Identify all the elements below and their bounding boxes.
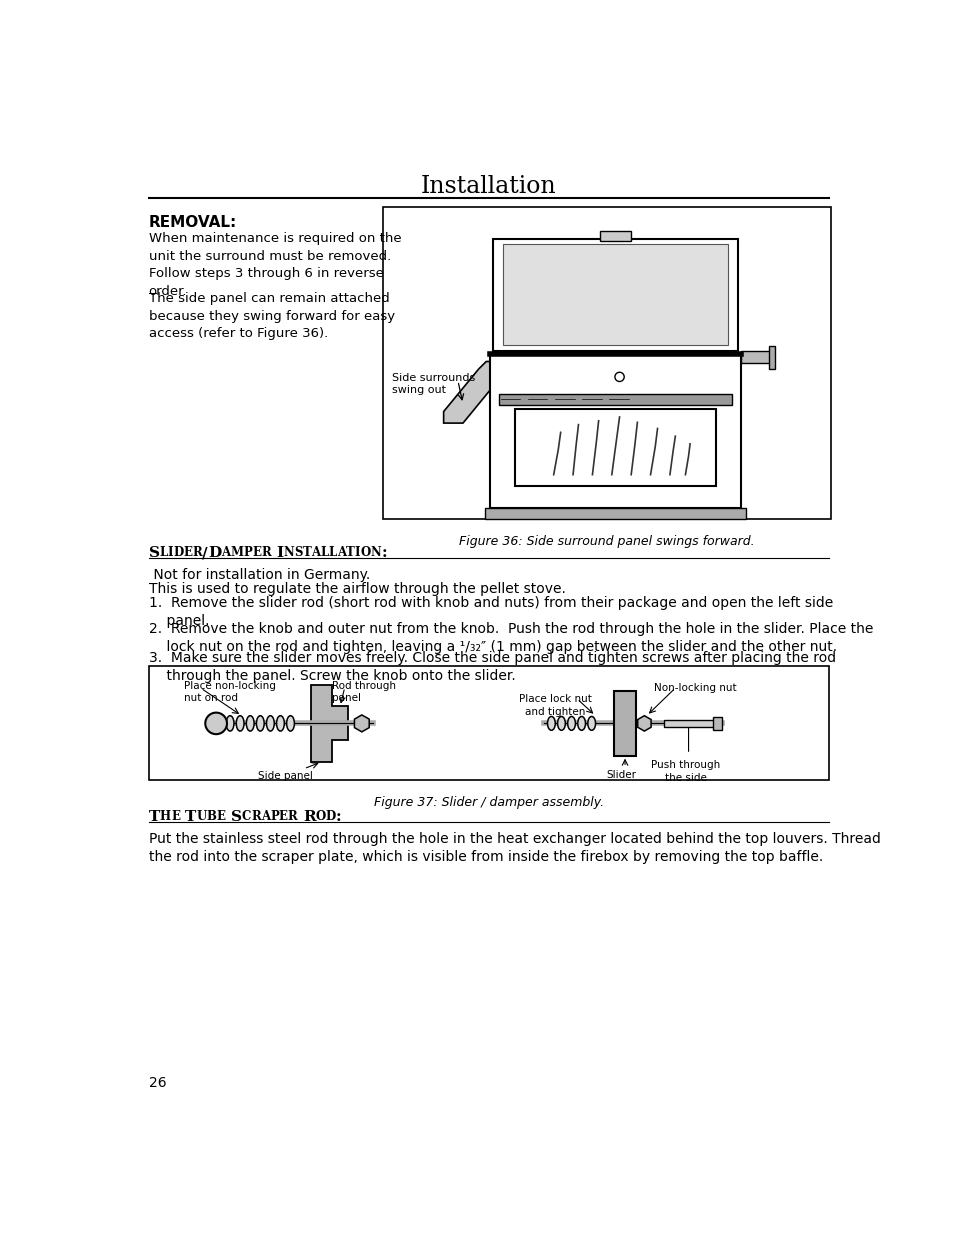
Text: O: O xyxy=(360,546,370,559)
Text: Side surrounds
swing out: Side surrounds swing out xyxy=(392,373,475,395)
Bar xyxy=(149,667,828,781)
Bar xyxy=(499,394,731,405)
Text: T: T xyxy=(302,546,311,559)
Text: Place lock nut
and tighten: Place lock nut and tighten xyxy=(518,694,591,716)
Ellipse shape xyxy=(256,716,264,731)
Text: P: P xyxy=(270,810,278,824)
Text: C: C xyxy=(242,810,251,824)
Ellipse shape xyxy=(567,716,575,730)
Text: When maintenance is required on the
unit the surround must be removed.
Follow st: When maintenance is required on the unit… xyxy=(149,232,401,298)
Text: D: D xyxy=(173,546,184,559)
Polygon shape xyxy=(443,362,503,424)
Ellipse shape xyxy=(276,716,284,731)
Text: T: T xyxy=(346,546,355,559)
Text: Figure 36: Side surround panel swings forward.: Figure 36: Side surround panel swings fo… xyxy=(458,535,754,548)
Text: D: D xyxy=(208,546,221,561)
Text: REMOVAL:: REMOVAL: xyxy=(149,215,236,230)
Text: Rod through
panel: Rod through panel xyxy=(332,680,395,704)
Text: E: E xyxy=(171,810,180,824)
Text: N: N xyxy=(283,546,294,559)
Bar xyxy=(599,231,631,241)
Text: Push through
the side: Push through the side xyxy=(650,761,720,783)
Bar xyxy=(490,353,740,508)
Bar xyxy=(382,207,830,520)
Text: L: L xyxy=(159,546,168,559)
Text: Figure 37: Slider / damper assembly.: Figure 37: Slider / damper assembly. xyxy=(374,795,603,809)
Text: U: U xyxy=(196,810,207,824)
Text: R: R xyxy=(251,810,261,824)
Text: 3.  Make sure the slider moves freely. Close the side panel and tighten screws a: 3. Make sure the slider moves freely. Cl… xyxy=(149,651,835,683)
Bar xyxy=(768,346,775,369)
Text: T: T xyxy=(149,810,160,825)
Text: R: R xyxy=(193,546,202,559)
Bar xyxy=(712,718,721,730)
Text: S: S xyxy=(149,546,159,561)
Text: :: : xyxy=(381,546,387,561)
Ellipse shape xyxy=(266,716,274,731)
Text: A: A xyxy=(261,810,270,824)
Circle shape xyxy=(205,713,227,734)
Text: D: D xyxy=(326,810,335,824)
Text: H: H xyxy=(160,810,171,824)
Bar xyxy=(493,240,738,351)
Text: L: L xyxy=(329,546,336,559)
Text: O: O xyxy=(315,810,326,824)
Text: I: I xyxy=(355,546,360,559)
Bar xyxy=(740,351,770,363)
Text: 2.  Remove the knob and outer nut from the knob.  Push the rod through the hole : 2. Remove the knob and outer nut from th… xyxy=(149,621,872,653)
Polygon shape xyxy=(311,685,348,762)
Text: Installation: Installation xyxy=(420,175,557,198)
Text: S: S xyxy=(231,810,242,825)
Bar xyxy=(663,720,714,727)
Text: The side panel can remain attached
because they swing forward for easy
access (r: The side panel can remain attached becau… xyxy=(149,293,395,340)
Text: :: : xyxy=(335,810,341,825)
Bar xyxy=(515,409,716,487)
Text: Put the stainless steel rod through the hole in the heat exchanger located behin: Put the stainless steel rod through the … xyxy=(149,832,880,864)
Bar xyxy=(503,245,727,345)
Polygon shape xyxy=(637,716,650,731)
Text: T: T xyxy=(185,810,196,825)
Ellipse shape xyxy=(547,716,555,730)
Text: E: E xyxy=(278,810,288,824)
Bar xyxy=(614,692,636,756)
Text: L: L xyxy=(320,546,329,559)
Ellipse shape xyxy=(286,716,294,731)
Text: E: E xyxy=(216,810,226,824)
Circle shape xyxy=(615,372,623,382)
Text: This is used to regulate the airflow through the pellet stove.: This is used to regulate the airflow thr… xyxy=(149,582,565,595)
Text: E: E xyxy=(184,546,193,559)
Text: E: E xyxy=(252,546,261,559)
Text: Place non-locking
nut on rod: Place non-locking nut on rod xyxy=(183,680,275,704)
Ellipse shape xyxy=(236,716,244,731)
Ellipse shape xyxy=(226,716,233,731)
Ellipse shape xyxy=(557,716,565,730)
Ellipse shape xyxy=(578,716,585,730)
Text: R: R xyxy=(261,546,271,559)
Polygon shape xyxy=(355,715,369,732)
Text: M: M xyxy=(231,546,243,559)
Text: A: A xyxy=(336,546,346,559)
Text: A: A xyxy=(311,546,320,559)
Text: 26: 26 xyxy=(149,1076,166,1091)
Text: A: A xyxy=(221,546,231,559)
Text: S: S xyxy=(294,546,302,559)
Text: I: I xyxy=(276,546,283,561)
Text: 1.  Remove the slider rod (short rod with knob and nuts) from their package and : 1. Remove the slider rod (short rod with… xyxy=(149,595,832,627)
Text: B: B xyxy=(207,810,216,824)
Text: I: I xyxy=(168,546,173,559)
Text: Side panel: Side panel xyxy=(258,771,313,781)
Text: R: R xyxy=(303,810,315,825)
Text: Non-locking nut: Non-locking nut xyxy=(654,683,737,693)
Text: Not for installation in Germany.: Not for installation in Germany. xyxy=(149,568,370,582)
Text: P: P xyxy=(243,546,252,559)
Text: N: N xyxy=(370,546,381,559)
Bar xyxy=(485,508,745,519)
Ellipse shape xyxy=(587,716,595,730)
Text: R: R xyxy=(288,810,297,824)
Text: Slider: Slider xyxy=(605,769,636,779)
Text: /: / xyxy=(202,546,208,561)
Ellipse shape xyxy=(246,716,253,731)
